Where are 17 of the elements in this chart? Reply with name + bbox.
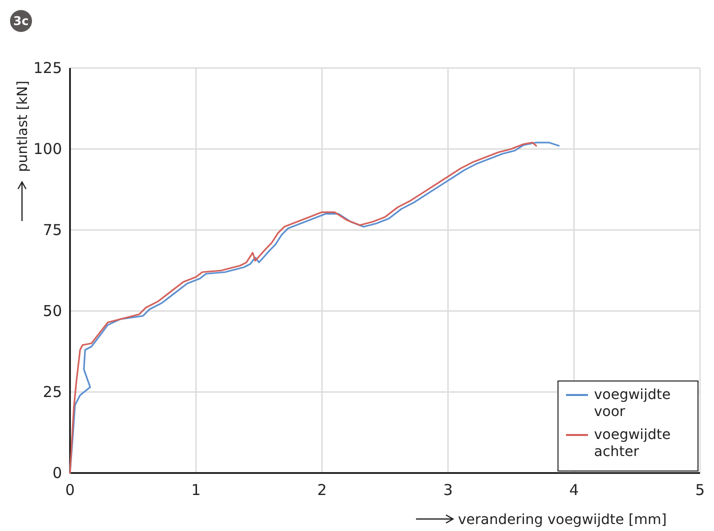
y-tick-label: 125: [33, 59, 62, 77]
y-axis-title: puntlast [kN]: [15, 80, 31, 172]
legend-label: voegwijdte voor: [594, 387, 671, 420]
x-axis-title: verandering voegwijdte [mm]: [458, 512, 667, 528]
y-tick-label: 0: [52, 464, 62, 482]
x-tick-label: 3: [443, 481, 453, 499]
y-tick-label: 100: [33, 140, 62, 158]
x-tick-label: 2: [317, 481, 327, 499]
y-tick-label: 25: [42, 383, 62, 401]
x-tick-label: 0: [65, 481, 75, 499]
x-tick-label: 4: [569, 481, 579, 499]
y-tick-label: 75: [42, 221, 62, 239]
x-tick-label: 1: [191, 481, 201, 499]
y-tick-label: 50: [42, 302, 62, 320]
x-tick-label: 5: [695, 481, 705, 499]
legend-label: voegwijdte achter: [594, 427, 671, 460]
text: 3c: [13, 14, 29, 28]
